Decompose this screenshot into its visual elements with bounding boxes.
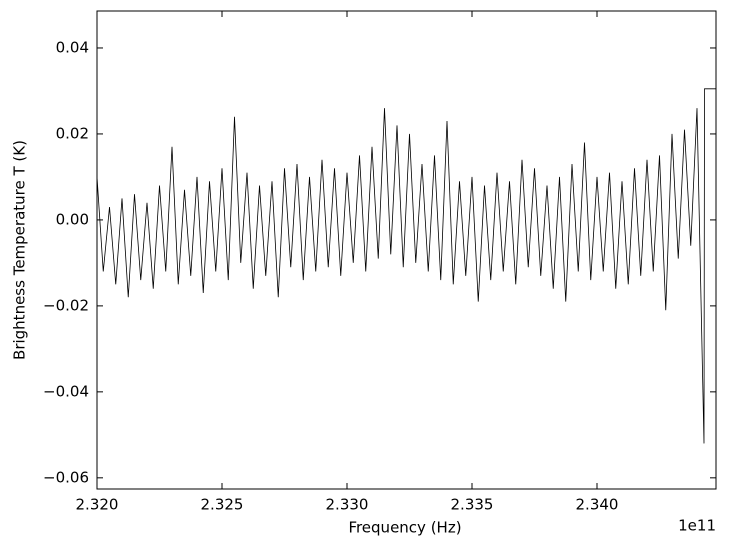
spectrum-line [96,88,716,444]
y-tick-label: 0.00 [56,210,89,228]
x-tick-label: 2.330 [326,496,369,514]
x-offset-label: 1e11 [678,517,716,535]
plot-frame [96,10,717,490]
y-tick-label: 0.02 [56,124,89,142]
y-tick-label: −0.04 [43,382,89,400]
x-tick-label: 2.340 [576,496,619,514]
y-tick-label: −0.02 [43,296,89,314]
y-axis-label: Brightness Temperature T (K) [11,140,29,360]
y-tick-label: 0.04 [56,38,89,56]
x-tick-label: 2.335 [451,496,494,514]
x-tick-label: 2.320 [76,496,119,514]
x-tick-label: 2.325 [201,496,244,514]
y-tick-label: −0.06 [43,468,89,486]
x-axis-label: Frequency (Hz) [348,519,461,537]
